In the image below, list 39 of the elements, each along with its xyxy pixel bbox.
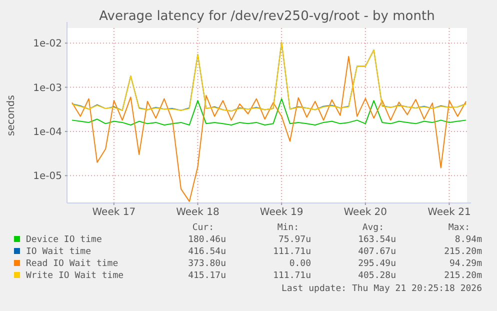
x-tick-label: Week 18 (176, 207, 220, 218)
text: 405.28u (358, 271, 396, 281)
y-tick-label: 1e-02 (33, 38, 62, 50)
chart-title: Average latency for /dev/rev250-vg/root - by month (99, 9, 435, 24)
y-tick-label: 1e-05 (33, 171, 62, 182)
line-series (72, 56, 466, 202)
text: 373.80u (188, 259, 226, 269)
legend-label: Write IO Wait time (26, 271, 124, 281)
text: Last update: Thu May 21 20:25:18 2026 (282, 284, 482, 294)
y-tick-label: 1e-04 (33, 126, 62, 138)
x-tick-label: Week 17 (92, 207, 136, 218)
text: 407.67u (358, 247, 396, 257)
text: 111.71u (273, 247, 311, 257)
text: 215.20m (444, 247, 482, 257)
text: Max: (448, 223, 470, 233)
text: Min: (277, 223, 299, 233)
text: 75.97u (278, 235, 311, 245)
legend-label: Read IO Wait time (26, 259, 118, 269)
line-series (72, 42, 466, 112)
legend-label: Device IO time (26, 235, 102, 245)
x-tick-label: Week 20 (344, 207, 388, 218)
text: 0.00 (289, 259, 311, 269)
x-tick-label: Week 21 (428, 207, 471, 218)
text: 215.20m (444, 271, 482, 281)
text: 94.29m (449, 259, 482, 269)
text: 180.46u (188, 235, 226, 245)
y-axis-title: seconds (6, 95, 17, 136)
text: 416.54u (188, 247, 226, 257)
text: 8.94m (454, 235, 482, 245)
legend-label: IO Wait time (26, 247, 92, 257)
line-series (72, 98, 466, 126)
x-tick-label: Week 19 (260, 207, 304, 218)
text: Cur: (192, 223, 214, 233)
text: Avg: (362, 223, 384, 233)
y-tick-label: 1e-03 (33, 82, 62, 94)
text: 163.54u (358, 235, 396, 245)
text: 111.71u (273, 271, 311, 281)
text: 295.49u (358, 259, 396, 269)
text: 415.17u (188, 271, 226, 281)
